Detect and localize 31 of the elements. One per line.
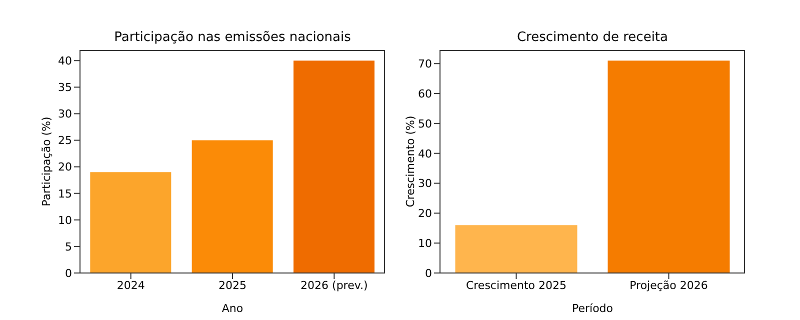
y-tick-label: 10 — [58, 214, 72, 227]
y-tick-label: 20 — [58, 160, 72, 174]
y-axis-title: Participação (%) — [40, 116, 53, 206]
x-axis-title: Período — [572, 302, 614, 315]
x-tick-label: Projeção 2026 — [630, 278, 708, 292]
y-tick-label: 35 — [58, 81, 72, 94]
x-tick-label: 2025 — [218, 278, 246, 292]
y-tick-label: 5 — [65, 240, 72, 254]
y-tick-label: 30 — [418, 177, 432, 190]
x-axis-title: Ano — [222, 302, 244, 315]
y-tick-label: 40 — [418, 147, 432, 160]
y-tick-label: 15 — [58, 187, 72, 200]
y-tick-label: 10 — [418, 236, 432, 250]
y-tick-label: 25 — [58, 134, 72, 148]
x-tick-label: 2026 (prev.) — [300, 278, 368, 292]
chart-title: Crescimento de receita — [516, 30, 669, 45]
x-tick-label: Crescimento 2025 — [466, 278, 567, 292]
bar — [192, 140, 273, 273]
bar — [294, 60, 374, 273]
x-tick-label: 2024 — [116, 278, 145, 292]
chart-title: Participação nas emissões nacionais — [113, 30, 352, 45]
y-tick-label: 0 — [425, 266, 432, 280]
y-tick-label: 20 — [418, 207, 432, 220]
y-axis-title: Crescimento (%) — [404, 116, 417, 208]
y-tick-label: 50 — [418, 117, 432, 130]
y-tick-label: 0 — [65, 266, 72, 280]
y-tick-label: 30 — [58, 108, 72, 121]
y-tick-label: 60 — [418, 87, 432, 100]
bar — [90, 172, 172, 273]
y-tick-label: 40 — [58, 54, 72, 68]
y-tick-label: 70 — [418, 58, 432, 71]
